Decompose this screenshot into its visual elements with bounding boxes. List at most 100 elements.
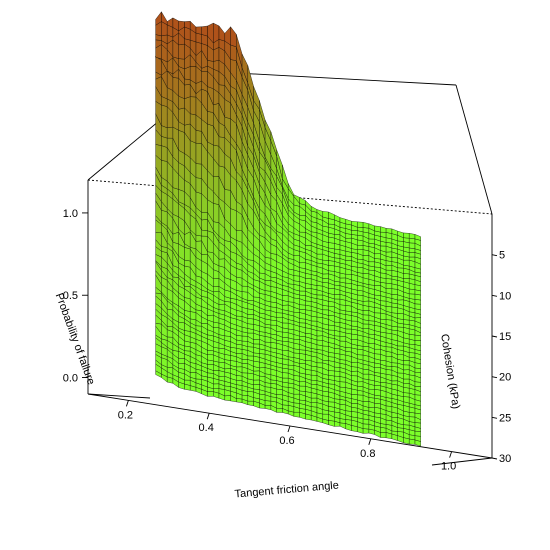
surface-facet xyxy=(236,230,243,243)
surface-facet xyxy=(282,304,289,311)
surface-facet xyxy=(345,219,352,226)
surface-facet xyxy=(391,362,398,368)
y-tick-label: 25 xyxy=(499,412,511,424)
surface-facet xyxy=(380,226,387,233)
surface-facet xyxy=(213,203,220,224)
x-tick-mark xyxy=(449,451,453,458)
surface-facet xyxy=(184,247,191,262)
surface-facet xyxy=(414,234,421,241)
surface-facet xyxy=(247,318,254,325)
surface-facet xyxy=(236,380,243,386)
surface-facet xyxy=(299,304,306,310)
z-tick-label: 0.0 xyxy=(63,373,78,385)
surface-facet xyxy=(380,432,387,438)
surface-facet xyxy=(345,305,352,313)
surface-facet xyxy=(414,299,421,305)
surface-facet xyxy=(322,278,329,284)
y-tick-mark xyxy=(491,335,498,338)
surface-facet xyxy=(403,364,410,371)
surface-facet xyxy=(357,285,364,292)
surface-facet xyxy=(414,430,421,437)
surface-facet xyxy=(409,252,416,258)
surface-facet xyxy=(362,310,370,316)
surface-facet xyxy=(334,366,341,372)
surface-facet xyxy=(190,96,197,116)
surface-facet xyxy=(241,285,248,293)
surface-facet xyxy=(339,336,346,342)
surface-facet xyxy=(374,349,381,355)
surface-facet xyxy=(385,369,393,376)
surface-facet xyxy=(362,227,370,234)
box-edge xyxy=(87,393,151,399)
y-tick-label: 30 xyxy=(499,453,511,465)
surface-facet xyxy=(403,392,410,398)
surface-facet xyxy=(380,272,387,279)
surface-facet xyxy=(374,389,381,397)
surface-facet xyxy=(305,278,312,285)
surface-facet xyxy=(328,370,335,377)
surface-facet xyxy=(334,294,341,300)
surface-facet xyxy=(328,324,335,331)
surface-facet xyxy=(339,304,346,312)
surface-facet xyxy=(414,303,421,311)
surface-facet xyxy=(368,238,375,245)
surface-facet xyxy=(316,335,323,341)
z-tick-label: 1.0 xyxy=(63,208,78,220)
surface-facet xyxy=(230,26,237,48)
box-edge-hidden xyxy=(87,179,493,215)
surface-facet xyxy=(207,111,214,127)
surface-facet xyxy=(253,339,260,345)
surface-facet xyxy=(293,412,300,418)
surface-facet xyxy=(236,335,243,342)
surface-facet xyxy=(339,381,346,388)
surface-facet xyxy=(397,354,404,361)
x-tick-mark xyxy=(368,438,372,445)
surface-facet xyxy=(351,362,358,368)
surface-facet xyxy=(247,314,254,320)
surface-facet xyxy=(385,365,393,371)
surface-facet xyxy=(241,359,248,364)
surface-facet xyxy=(357,294,364,302)
surface-facet xyxy=(184,84,191,99)
surface-facet xyxy=(368,261,375,268)
y-tick-mark xyxy=(491,254,498,257)
surface-facet xyxy=(207,350,214,355)
surface-facet xyxy=(201,25,208,37)
surface-facet xyxy=(357,381,364,387)
y-tick-mark xyxy=(491,376,498,379)
surface-facet xyxy=(178,130,185,154)
box-edge xyxy=(431,457,493,466)
surface-facet xyxy=(351,403,358,409)
surface-facet xyxy=(385,282,393,289)
surface-facet xyxy=(213,278,220,287)
surface-facet xyxy=(409,293,416,300)
surface-facet xyxy=(334,375,341,382)
surface-facet xyxy=(357,348,364,356)
surface-facet xyxy=(351,370,358,377)
surface-facet xyxy=(167,126,174,139)
surface-facet xyxy=(403,383,410,389)
surface-facet xyxy=(241,335,248,342)
surface-facet xyxy=(362,300,370,307)
y-tick-mark xyxy=(491,294,498,297)
surface-facet xyxy=(161,104,168,129)
surface-facet xyxy=(311,379,318,385)
surface-facet xyxy=(345,255,352,261)
x-tick-mark xyxy=(206,413,210,420)
surface-facet xyxy=(213,286,220,293)
surface-facet xyxy=(391,288,398,295)
surface-facet xyxy=(305,300,312,307)
surface-facet xyxy=(184,259,191,268)
surface-facet xyxy=(385,346,393,353)
surface-facet xyxy=(322,273,329,279)
surface-facet xyxy=(195,177,202,194)
surface-facet xyxy=(362,423,370,430)
surface-facet xyxy=(299,385,306,392)
surface-facet xyxy=(299,381,306,387)
surface-facet xyxy=(236,398,243,404)
surface-facet xyxy=(213,22,220,44)
surface-facet xyxy=(328,288,335,295)
surface-facet xyxy=(339,422,346,430)
surface-facet xyxy=(328,211,335,221)
surface-facet xyxy=(178,43,185,60)
